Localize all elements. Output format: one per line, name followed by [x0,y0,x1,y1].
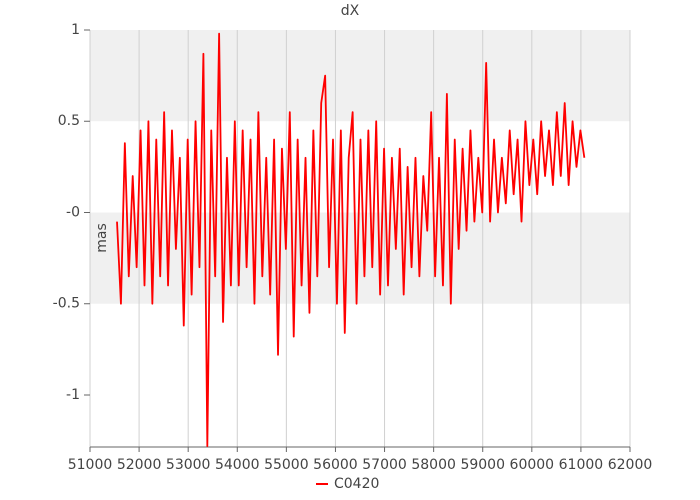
x-tick-label: 62000 [608,457,653,473]
y-axis-label: mas [94,223,110,253]
grid-band [90,30,630,122]
x-tick-label: 54000 [215,457,260,473]
grid-band [90,212,630,304]
x-tick-label: 59000 [460,457,505,473]
y-tick-label: -1 [66,387,80,403]
x-tick-label: 55000 [264,457,309,473]
x-tick-label: 60000 [510,457,555,473]
x-tick-label: 52000 [117,457,162,473]
y-tick-label: -0 [66,204,80,220]
x-tick-label: 56000 [313,457,358,473]
y-tick-label: 0.5 [58,113,80,129]
y-tick-label: 1 [71,22,80,38]
y-tick-label: -0.5 [53,296,80,312]
x-tick-label: 58000 [411,457,456,473]
legend-label: C0420 [334,476,379,492]
x-tick-label: 53000 [166,457,211,473]
chart-title: dX [341,3,360,19]
x-tick-label: 57000 [362,457,407,473]
x-tick-label: 51000 [68,457,113,473]
data-line [116,32,586,447]
x-tick-label: 61000 [559,457,604,473]
